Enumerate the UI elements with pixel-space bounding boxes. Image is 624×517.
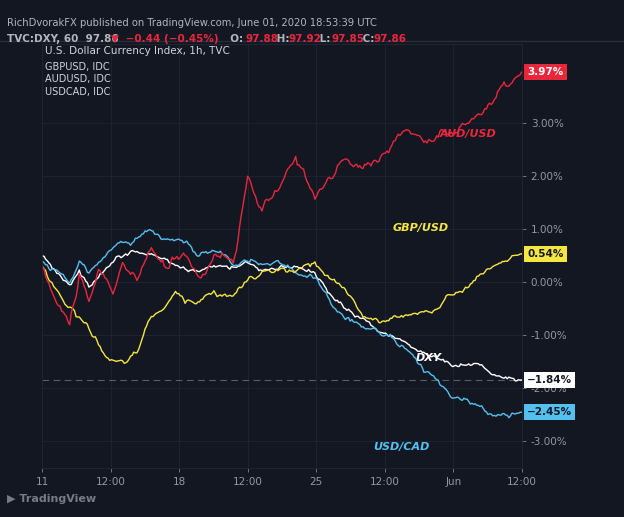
Text: USD/CAD: USD/CAD [373,442,429,452]
Text: AUD/USD: AUD/USD [440,129,497,139]
Text: 97.88: 97.88 [245,34,278,43]
Text: L:: L: [316,34,331,43]
Text: GBPUSD, IDC: GBPUSD, IDC [45,62,109,72]
Text: DXY: DXY [416,353,442,363]
Text: 0.54%: 0.54% [527,249,563,259]
Text: H:: H: [273,34,289,43]
Text: O:: O: [223,34,243,43]
Text: 97.92: 97.92 [289,34,322,43]
Text: 97.86: 97.86 [374,34,407,43]
Text: 3.97%: 3.97% [527,67,563,77]
Text: ▶ TradingView: ▶ TradingView [7,494,97,504]
Text: U.S. Dollar Currency Index, 1h, TVC: U.S. Dollar Currency Index, 1h, TVC [45,46,230,56]
Text: 97.85: 97.85 [331,34,364,43]
Text: GBP/USD: GBP/USD [392,223,449,233]
Text: −1.84%: −1.84% [527,375,572,385]
Text: −2.45%: −2.45% [527,407,572,417]
Text: −0.44 (−0.45%): −0.44 (−0.45%) [122,34,219,43]
Text: USDCAD, IDC: USDCAD, IDC [45,87,110,97]
Text: C:: C: [359,34,374,43]
Text: ▼: ▼ [111,34,119,43]
Text: AUDUSD, IDC: AUDUSD, IDC [45,74,110,84]
Text: TVC:DXY, 60  97.86: TVC:DXY, 60 97.86 [7,34,123,43]
Text: RichDvorakFX published on TradingView.com, June 01, 2020 18:53:39 UTC: RichDvorakFX published on TradingView.co… [7,18,378,28]
